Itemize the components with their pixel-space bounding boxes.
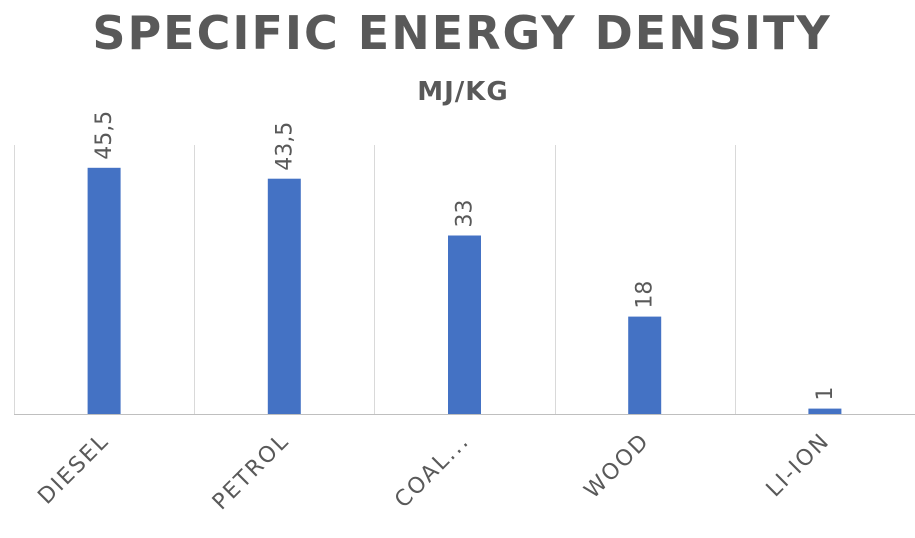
data-label: 1 bbox=[813, 387, 838, 401]
chart-subtitle: MJ/KG bbox=[417, 77, 509, 107]
data-labels: 45,5 43,5 33 18 1 bbox=[92, 111, 838, 401]
category-tick-label: LI-ION bbox=[762, 429, 836, 503]
category-tick-labels: DIESEL PETROL COAL... WOOD LI-ION bbox=[33, 429, 835, 516]
data-label: 45,5 bbox=[92, 111, 117, 160]
category-tick-label: DIESEL bbox=[33, 429, 114, 510]
data-label: 43,5 bbox=[272, 122, 297, 171]
category-tick-label: WOOD bbox=[580, 429, 655, 504]
bar-li-ion bbox=[808, 408, 842, 414]
bar-wood bbox=[628, 316, 662, 414]
data-label: 18 bbox=[633, 281, 658, 309]
bar-petrol bbox=[267, 178, 301, 414]
bar-diesel bbox=[87, 167, 121, 414]
bars bbox=[87, 167, 842, 414]
chart-title: SPECIFIC ENERGY DENSITY bbox=[92, 6, 831, 60]
bar-coal bbox=[448, 235, 481, 414]
gridlines bbox=[14, 145, 915, 415]
data-label: 33 bbox=[453, 200, 478, 228]
category-tick-label: PETROL bbox=[208, 429, 295, 516]
category-tick-label: COAL... bbox=[390, 429, 475, 514]
